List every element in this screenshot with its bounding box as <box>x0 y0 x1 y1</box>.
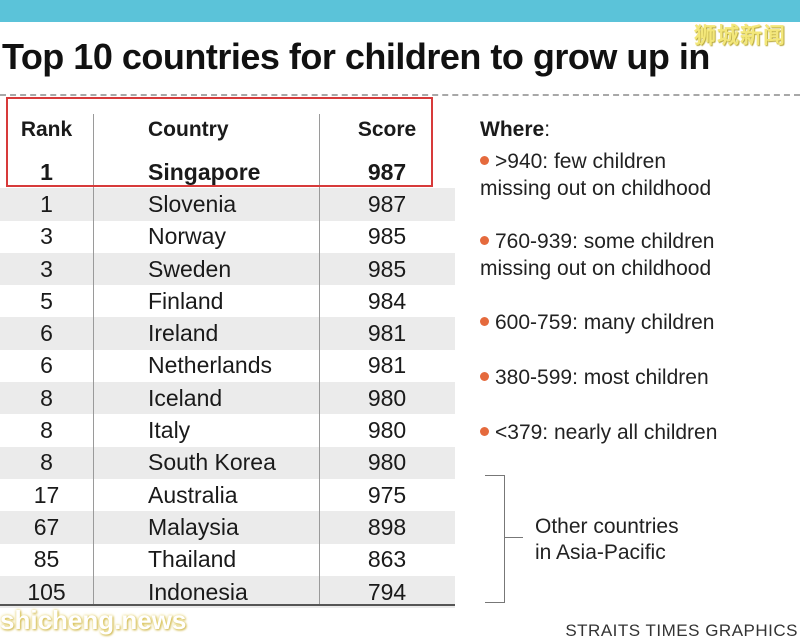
legend: Where: >940: few children missing out on… <box>480 118 790 444</box>
table-row: 6 Ireland 981 <box>0 317 455 350</box>
score-cell: 975 <box>367 481 407 508</box>
country-cell: Thailand <box>148 546 237 573</box>
page-title: Top 10 countries for children to grow up… <box>2 36 710 77</box>
rank-cell: 8 <box>40 449 53 476</box>
table-header: Rank Country Score <box>0 104 455 156</box>
table-row: 8 Italy 980 <box>0 414 455 446</box>
score-cell: 980 <box>367 384 407 411</box>
header-country: Country <box>148 118 229 141</box>
watermark-bottom: shicheng.news <box>0 605 187 635</box>
score-cell: 984 <box>367 287 407 314</box>
bullet-icon <box>480 316 489 326</box>
table-row: 105 Indonesia 794 <box>0 575 455 609</box>
score-cell: 981 <box>367 352 407 379</box>
table-row: 85 Thailand 863 <box>0 544 455 576</box>
score-cell: 980 <box>367 417 407 444</box>
watermark-top: 狮城新闻 <box>693 24 786 49</box>
legend-item-5: <379: nearly all children <box>480 419 717 446</box>
score-cell: 987 <box>367 158 407 185</box>
country-cell: Netherlands <box>148 352 273 379</box>
country-cell: Finland <box>148 287 224 314</box>
credit-line: STRAITS TIMES GRAPHICS <box>565 621 798 640</box>
header-score: Score <box>357 118 417 141</box>
rank-cell: 1 <box>40 190 53 217</box>
table-row: 6 Netherlands 981 <box>0 350 455 382</box>
header-rank: Rank <box>20 118 73 141</box>
table-row: 5 Finland 984 <box>0 285 455 317</box>
table-row: 3 Norway 985 <box>0 221 455 253</box>
table-row: 17 Australia 975 <box>0 479 455 511</box>
bullet-icon <box>480 155 489 165</box>
legend-item-4: 380-599: most children <box>480 364 709 391</box>
country-cell: Sweden <box>148 255 232 282</box>
legend-item-2: 760-939: some children missing out on ch… <box>480 230 715 280</box>
bullet-icon <box>480 371 489 381</box>
title-divider <box>0 94 800 96</box>
country-cell: Malaysia <box>148 513 239 540</box>
legend-item-3: 600-759: many children <box>480 309 714 336</box>
bracket <box>485 475 505 603</box>
bullet-icon <box>480 235 489 245</box>
table-body: 1 Singapore 987 1 Slovenia 987 3 Norway 985 3 Swed… <box>0 156 455 609</box>
bullet-icon <box>480 426 489 436</box>
legend-item-1: >940: few children missing out on childh… <box>480 150 712 200</box>
country-cell: Singapore <box>148 158 261 185</box>
country-cell: Indonesia <box>148 578 248 605</box>
rank-cell: 67 <box>33 513 60 540</box>
ranking-table: Rank Country Score 1 Singapore 987 1 Sloveni… <box>0 104 455 609</box>
rank-cell: 3 <box>40 223 53 250</box>
score-cell: 863 <box>367 546 407 573</box>
rank-cell: 105 <box>27 578 66 605</box>
rank-cell: 8 <box>40 384 53 411</box>
rank-cell: 17 <box>33 481 60 508</box>
score-cell: 985 <box>367 255 407 282</box>
country-cell: Ireland <box>148 320 219 347</box>
table-row: 3 Sweden 985 <box>0 252 455 286</box>
table-row: 67 Malaysia 898 <box>0 511 455 544</box>
rank-cell: 85 <box>33 546 60 573</box>
column-divider-1 <box>93 114 94 604</box>
rank-cell: 5 <box>40 287 53 314</box>
table-row: 8 South Korea 980 <box>0 446 455 479</box>
rank-cell: 3 <box>40 255 53 282</box>
asia-pacific-annotation: Other countries in Asia-Pacific <box>535 515 679 564</box>
country-cell: Italy <box>148 417 191 444</box>
column-divider-2 <box>319 114 320 604</box>
top-banner <box>0 0 800 22</box>
score-cell: 981 <box>367 320 407 347</box>
score-cell: 987 <box>367 190 407 217</box>
table-row: 1 Slovenia 987 <box>0 188 455 221</box>
rank-cell: 1 <box>40 158 53 185</box>
legend-title: Where: <box>480 118 551 141</box>
country-cell: Slovenia <box>148 190 237 217</box>
country-cell: Iceland <box>148 384 223 411</box>
score-cell: 980 <box>367 449 407 476</box>
singapore-highlight-box <box>6 97 433 187</box>
bracket-pointer <box>505 537 523 538</box>
rank-cell: 8 <box>40 417 53 444</box>
score-cell: 898 <box>367 513 407 540</box>
table-row: 1 Singapore 987 <box>0 156 455 188</box>
score-cell: 985 <box>367 223 407 250</box>
rank-cell: 6 <box>40 352 53 379</box>
country-cell: Australia <box>148 481 238 508</box>
rank-cell: 6 <box>40 320 53 347</box>
table-bottom-rule <box>0 604 455 606</box>
country-cell: South Korea <box>148 449 276 476</box>
table-row: 8 Iceland 980 <box>0 382 455 415</box>
country-cell: Norway <box>148 223 226 250</box>
score-cell: 794 <box>367 578 407 605</box>
